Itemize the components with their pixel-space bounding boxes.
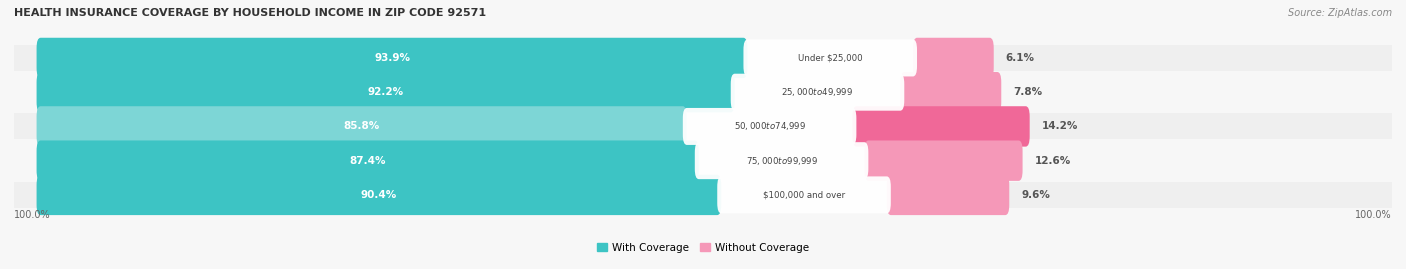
- Text: $50,000 to $74,999: $50,000 to $74,999: [734, 121, 806, 132]
- Text: 9.6%: 9.6%: [1021, 190, 1050, 200]
- FancyBboxPatch shape: [731, 74, 904, 111]
- FancyBboxPatch shape: [695, 142, 869, 179]
- Text: 85.8%: 85.8%: [343, 121, 380, 132]
- FancyBboxPatch shape: [37, 72, 735, 112]
- FancyBboxPatch shape: [717, 176, 891, 213]
- Text: 14.2%: 14.2%: [1042, 121, 1078, 132]
- FancyBboxPatch shape: [37, 38, 748, 78]
- FancyBboxPatch shape: [37, 175, 721, 215]
- FancyBboxPatch shape: [887, 175, 1010, 215]
- FancyBboxPatch shape: [14, 45, 1405, 71]
- Text: 12.6%: 12.6%: [1035, 156, 1071, 166]
- Text: 7.8%: 7.8%: [1014, 87, 1042, 97]
- Text: 90.4%: 90.4%: [361, 190, 396, 200]
- FancyBboxPatch shape: [912, 38, 994, 78]
- Text: 6.1%: 6.1%: [1005, 53, 1035, 63]
- FancyBboxPatch shape: [14, 79, 1405, 105]
- FancyBboxPatch shape: [37, 106, 686, 147]
- FancyBboxPatch shape: [37, 140, 699, 181]
- Text: $25,000 to $49,999: $25,000 to $49,999: [782, 86, 853, 98]
- Text: Under $25,000: Under $25,000: [799, 54, 862, 62]
- FancyBboxPatch shape: [865, 140, 1022, 181]
- Text: 92.2%: 92.2%: [367, 87, 404, 97]
- FancyBboxPatch shape: [900, 72, 1001, 112]
- Text: 100.0%: 100.0%: [14, 210, 51, 220]
- FancyBboxPatch shape: [683, 108, 856, 145]
- Text: 87.4%: 87.4%: [350, 156, 385, 166]
- Text: 93.9%: 93.9%: [374, 53, 411, 63]
- FancyBboxPatch shape: [14, 114, 1405, 139]
- Legend: With Coverage, Without Coverage: With Coverage, Without Coverage: [592, 238, 814, 257]
- Text: $100,000 and over: $100,000 and over: [763, 190, 845, 199]
- FancyBboxPatch shape: [14, 148, 1405, 174]
- FancyBboxPatch shape: [744, 40, 917, 76]
- Text: 100.0%: 100.0%: [1355, 210, 1392, 220]
- Text: $75,000 to $99,999: $75,000 to $99,999: [745, 155, 818, 167]
- FancyBboxPatch shape: [14, 182, 1405, 208]
- Text: HEALTH INSURANCE COVERAGE BY HOUSEHOLD INCOME IN ZIP CODE 92571: HEALTH INSURANCE COVERAGE BY HOUSEHOLD I…: [14, 8, 486, 18]
- Text: Source: ZipAtlas.com: Source: ZipAtlas.com: [1288, 8, 1392, 18]
- FancyBboxPatch shape: [852, 106, 1029, 147]
